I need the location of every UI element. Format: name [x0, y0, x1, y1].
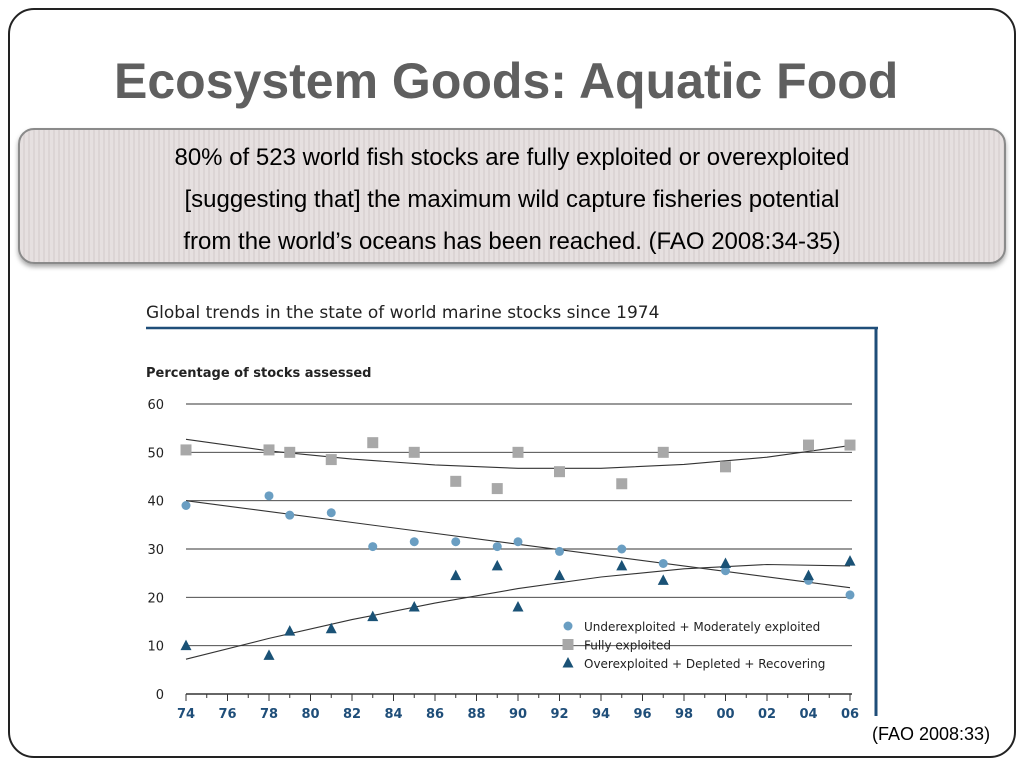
data-point-series-1: [264, 491, 274, 501]
data-point-series-3: [263, 649, 275, 660]
data-point-series-2: [657, 446, 669, 458]
x-tick-label: 96: [633, 707, 651, 722]
slide-title: Ecosystem Goods: Aquatic Food: [114, 53, 899, 109]
data-point-series-1: [555, 546, 564, 556]
data-point-series-2: [180, 444, 192, 456]
x-tick-label: 04: [799, 707, 817, 722]
data-point-series-1: [513, 537, 523, 547]
y-axis-label: Percentage of stocks assessed: [146, 366, 371, 381]
x-tick-label: 90: [509, 707, 527, 722]
data-point-series-3: [616, 559, 628, 571]
data-point-series-3: [512, 601, 524, 612]
x-tick-label: 88: [467, 707, 485, 722]
legend-label-series-3: Overexploited + Depleted + Recovering: [584, 657, 825, 671]
data-point-series-3: [450, 569, 462, 581]
x-tick-label: 00: [716, 707, 734, 722]
legend-label-series-2: Fully exploited: [584, 639, 671, 653]
data-point-series-1: [721, 566, 730, 576]
legend-label-series-1: Underexploited + Moderately exploited: [584, 620, 820, 634]
quote-line-3: from the world’s oceans has been reached…: [183, 228, 841, 255]
x-tick-label: 84: [384, 707, 402, 722]
data-point-series-1: [285, 510, 295, 520]
data-point-series-2: [367, 437, 379, 449]
data-point-series-3: [844, 555, 856, 566]
data-point-series-2: [616, 478, 628, 490]
y-tick-label: 30: [147, 543, 164, 558]
data-point-series-1: [326, 508, 336, 518]
x-tick-label: 86: [426, 707, 444, 722]
data-point-series-2: [450, 475, 462, 487]
data-point-series-1: [451, 537, 461, 547]
data-point-series-3: [408, 601, 420, 612]
legend: Underexploited + Moderately exploited Ful…: [562, 620, 825, 671]
data-point-series-3: [180, 639, 192, 651]
x-tick-label: 76: [218, 707, 236, 722]
data-point-series-2: [325, 454, 337, 466]
data-point-series-1: [492, 542, 502, 552]
data-point-series-3: [284, 625, 296, 636]
x-tick-label: 80: [301, 707, 319, 722]
data-point-series-3: [491, 559, 503, 571]
y-tick-label: 60: [147, 398, 164, 413]
x-tick-label: 98: [675, 707, 693, 722]
data-point-series-2: [512, 446, 524, 458]
data-point-series-2: [491, 483, 503, 495]
quote-line-1: 80% of 523 world fish stocks are fully e…: [174, 144, 850, 171]
data-point-series-3: [657, 574, 669, 585]
data-point-series-1: [181, 501, 191, 510]
data-point-series-3: [554, 569, 565, 581]
legend-marker-series-2: [562, 639, 574, 650]
x-tick-label: 74: [177, 707, 195, 722]
x-tick-label: 06: [841, 707, 859, 722]
data-point-series-3: [325, 622, 337, 634]
data-point-series-2: [803, 439, 814, 451]
x-tick-label: 92: [550, 707, 568, 722]
x-tick-label: 94: [592, 707, 610, 722]
source-note: (FAO 2008:33): [872, 724, 991, 744]
legend-marker-series-3: [562, 657, 574, 668]
y-tick-label: 0: [156, 688, 164, 703]
legend-marker-series-1: [563, 621, 573, 631]
data-point-series-3: [803, 569, 814, 581]
trend-line-series-2: [185, 438, 851, 469]
trend-line-series-3: [185, 563, 851, 660]
x-tick-label: 02: [758, 707, 776, 722]
points-layer: [180, 437, 856, 660]
chart-title: Global trends in the state of world mari…: [146, 303, 659, 323]
data-point-series-3: [720, 557, 731, 568]
y-tick-label: 20: [147, 591, 164, 606]
quote-box: 80% of 523 world fish stocks are fully e…: [18, 128, 1006, 264]
y-tick-label: 40: [147, 495, 164, 510]
data-point-series-2: [263, 444, 275, 456]
y-tick-label: 50: [147, 446, 164, 461]
data-point-series-1: [409, 537, 419, 547]
data-point-series-2: [720, 461, 731, 473]
quote-line-2: [suggesting that] the maximum wild captu…: [184, 186, 840, 213]
x-tick-label: 78: [260, 707, 278, 722]
data-point-series-2: [554, 466, 565, 478]
data-point-series-2: [844, 439, 856, 451]
x-tick-label: 82: [343, 707, 361, 722]
data-point-series-1: [617, 544, 627, 554]
data-point-series-1: [845, 590, 855, 600]
data-point-series-2: [408, 446, 420, 458]
data-point-series-1: [658, 559, 668, 568]
data-point-series-2: [284, 446, 296, 458]
data-point-series-1: [368, 542, 378, 552]
grid-layer: 0 10 20 30 40 50 60 74 76 78 80 82 84 86 88 90 92 94 96 98 0…: [147, 398, 859, 722]
data-point-series-3: [367, 610, 379, 622]
y-tick-label: 10: [147, 640, 164, 655]
